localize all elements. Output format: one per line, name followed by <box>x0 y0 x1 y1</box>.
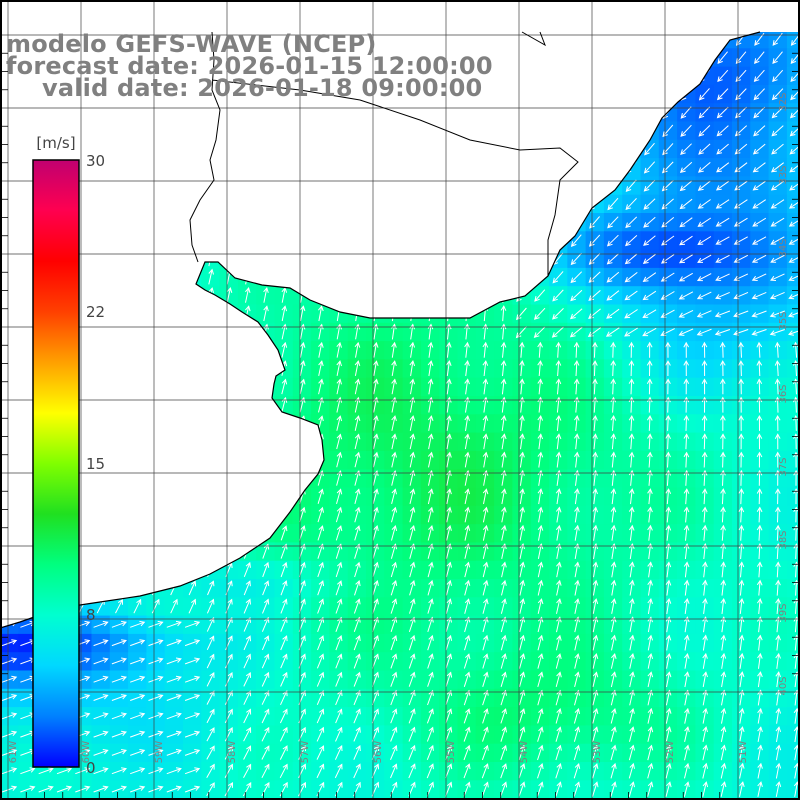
latitude-label: 40S <box>778 676 789 695</box>
longitude-label: 54W <box>519 741 530 764</box>
latitude-label: 37S <box>778 457 789 476</box>
coastline <box>0 31 761 629</box>
latitude-label: 34S <box>778 238 789 257</box>
latitude-label: 39S <box>778 603 789 622</box>
latitude-labels: 32S 33S 34S 35S 36S 37S 38S 39S 40S <box>778 92 789 695</box>
colorbar-tick-8: 8 <box>86 606 96 624</box>
colorbar-unit-label: [m/s] <box>36 134 75 152</box>
colorbar-tick-22: 22 <box>86 303 105 321</box>
river-line <box>189 31 579 276</box>
latitude-label: 38S <box>778 530 789 549</box>
colorbar-tick-0: 0 <box>86 759 96 777</box>
latitude-label: 35S <box>778 311 789 330</box>
longitude-label: 52W <box>665 741 676 764</box>
forecast-date: forecast date: 2026-01-15 12:00:00 <box>6 52 493 80</box>
colorbar: [m/s] 30 22 15 8 0 <box>32 134 105 777</box>
longitude-label: 58W <box>227 741 238 764</box>
colorbar-scale <box>32 159 80 768</box>
longitude-label: 51W <box>738 741 749 764</box>
longitude-label: 60W <box>81 741 92 764</box>
latitude-label: 32S <box>778 92 789 111</box>
model-title: modelo GEFS-WAVE (NCEP) <box>6 30 377 58</box>
colorbar-tick-15: 15 <box>86 455 105 473</box>
longitude-label: 55W <box>446 741 457 764</box>
latitude-label: 33S <box>778 165 789 184</box>
longitude-label: 57W <box>300 741 311 764</box>
latitude-label: 36S <box>778 384 789 403</box>
longitude-label: 56W <box>373 741 384 764</box>
longitude-label: 53W <box>592 741 603 764</box>
longitude-labels: 61W 60W 59W 58W 57W 56W 55W 54W 53W 52W 51W <box>8 741 749 764</box>
longitude-label: 59W <box>154 741 165 764</box>
colorbar-tick-30: 30 <box>86 152 105 170</box>
wind-speed-field <box>0 32 800 800</box>
longitude-label: 61W <box>8 741 19 764</box>
valid-date: valid date: 2026-01-18 09:00:00 <box>42 74 483 102</box>
